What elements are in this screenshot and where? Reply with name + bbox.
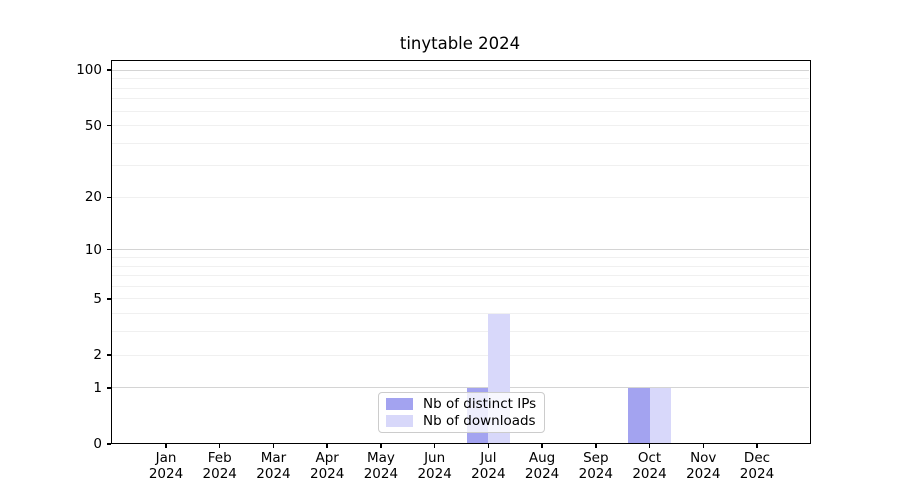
gridline-minor bbox=[112, 256, 809, 258]
x-tick-mark bbox=[165, 444, 167, 448]
x-tick-mark bbox=[595, 444, 597, 448]
x-tick-month: Dec bbox=[743, 450, 771, 466]
x-tick-year: 2024 bbox=[524, 465, 560, 482]
y-tick-mark bbox=[106, 443, 111, 445]
y-tick-mark bbox=[106, 124, 111, 127]
x-tick-year: 2024 bbox=[417, 465, 452, 482]
x-tick-mark bbox=[702, 444, 704, 448]
legend-swatch-distinct-ips bbox=[386, 398, 413, 411]
x-tick-label: Mar 2024 bbox=[241, 450, 305, 482]
x-tick-month: Jul bbox=[480, 450, 497, 466]
x-tick-label: Oct 2024 bbox=[618, 450, 682, 482]
bar-distinct-ips bbox=[628, 387, 650, 444]
x-tick-year: 2024 bbox=[686, 465, 721, 482]
x-tick-month: May bbox=[366, 450, 395, 466]
gridline-minor bbox=[112, 125, 809, 127]
x-tick-year: 2024 bbox=[739, 465, 775, 482]
gridline-minor bbox=[112, 275, 809, 277]
x-tick-label: Feb 2024 bbox=[188, 450, 252, 482]
x-tick-label: Nov 2024 bbox=[671, 450, 735, 482]
gridline-minor bbox=[112, 331, 809, 333]
x-tick-month: Jan bbox=[155, 450, 177, 466]
legend: Nb of distinct IPs Nb of downloads bbox=[378, 392, 545, 433]
x-tick-label: Jul 2024 bbox=[456, 450, 520, 482]
x-tick-mark bbox=[433, 444, 436, 448]
gridline-minor bbox=[112, 142, 809, 144]
y-tick-label: 20 bbox=[84, 189, 102, 206]
x-tick-label: Apr 2024 bbox=[295, 450, 359, 482]
x-tick-mark bbox=[326, 444, 328, 448]
y-tick-mark bbox=[106, 196, 111, 199]
x-tick-month: Aug bbox=[528, 450, 556, 466]
y-tick-mark bbox=[106, 298, 111, 300]
x-tick-mark bbox=[756, 444, 758, 448]
x-tick-year: 2024 bbox=[632, 465, 667, 482]
y-tick-mark bbox=[106, 354, 111, 356]
gridline-major bbox=[112, 387, 809, 389]
x-tick-label: Dec 2024 bbox=[725, 450, 789, 482]
x-tick-year: 2024 bbox=[471, 465, 506, 482]
legend-entry-distinct-ips: Nb of distinct IPs bbox=[386, 396, 537, 412]
y-tick-label: 10 bbox=[84, 241, 102, 258]
gridline-minor bbox=[112, 98, 809, 100]
x-tick-year: 2024 bbox=[363, 465, 399, 482]
gridline-minor bbox=[112, 265, 809, 267]
y-tick-mark bbox=[106, 249, 111, 251]
x-tick-label: Jun 2024 bbox=[403, 450, 467, 482]
gridline-minor bbox=[112, 110, 809, 112]
legend-entry-downloads: Nb of downloads bbox=[386, 413, 537, 429]
x-tick-mark bbox=[272, 444, 275, 448]
x-tick-year: 2024 bbox=[202, 465, 237, 482]
legend-label-downloads: Nb of downloads bbox=[423, 412, 536, 429]
y-tick-mark bbox=[106, 69, 111, 71]
x-tick-year: 2024 bbox=[148, 465, 184, 482]
gridline-minor bbox=[112, 196, 809, 198]
gridline-minor bbox=[112, 298, 809, 300]
x-tick-label: May 2024 bbox=[349, 450, 413, 482]
y-tick-label: 50 bbox=[84, 117, 102, 134]
x-tick-year: 2024 bbox=[578, 465, 613, 482]
gridline-minor bbox=[112, 87, 809, 89]
x-tick-month: Mar bbox=[260, 450, 287, 466]
x-tick-month: Oct bbox=[637, 450, 662, 466]
chart-title: tinytable 2024 bbox=[399, 34, 521, 53]
x-tick-label: Sep 2024 bbox=[564, 450, 628, 482]
x-tick-mark bbox=[541, 444, 543, 448]
x-tick-month: Jun bbox=[424, 450, 446, 466]
gridline-minor bbox=[112, 354, 809, 356]
x-tick-month: Sep bbox=[583, 450, 609, 466]
legend-label-distinct-ips: Nb of distinct IPs bbox=[423, 396, 537, 413]
x-tick-label: Jan 2024 bbox=[134, 450, 198, 482]
legend-swatch-downloads bbox=[386, 414, 413, 427]
gridline-major bbox=[112, 249, 809, 251]
y-tick-label: 2 bbox=[93, 347, 102, 363]
gridline-minor bbox=[112, 78, 809, 80]
bar-downloads bbox=[649, 387, 672, 444]
x-tick-month: Apr bbox=[315, 450, 339, 466]
x-tick-year: 2024 bbox=[309, 465, 345, 482]
x-tick-mark bbox=[648, 444, 651, 448]
y-tick-label: 0 bbox=[93, 436, 102, 452]
y-tick-label: 5 bbox=[93, 290, 102, 307]
y-tick-label: 100 bbox=[76, 62, 102, 79]
x-tick-month: Feb bbox=[207, 450, 232, 466]
x-tick-year: 2024 bbox=[256, 465, 291, 482]
gridline-minor bbox=[112, 285, 809, 287]
y-tick-label: 1 bbox=[93, 379, 102, 396]
x-tick-mark bbox=[219, 444, 221, 448]
gridline-minor bbox=[112, 165, 809, 167]
x-tick-label: Aug 2024 bbox=[510, 450, 574, 482]
x-tick-mark bbox=[380, 444, 382, 448]
x-tick-month: Nov bbox=[690, 450, 717, 466]
gridline-major bbox=[112, 69, 809, 71]
gridline-minor bbox=[112, 313, 809, 315]
y-tick-mark bbox=[106, 387, 111, 389]
x-tick-mark bbox=[487, 444, 490, 448]
